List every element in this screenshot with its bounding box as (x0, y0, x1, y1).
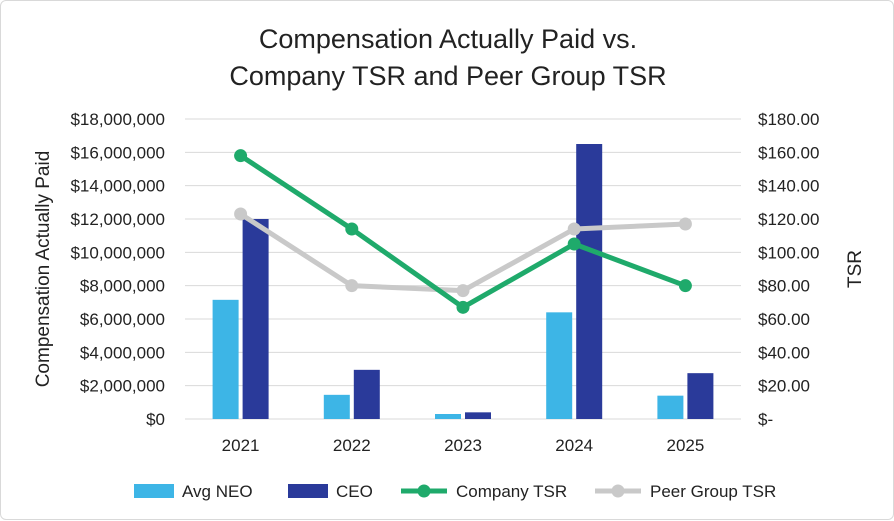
legend-swatch-ceo (288, 484, 328, 498)
legend: Avg NEO CEO Company TSR Peer Group TSR (134, 482, 776, 501)
bar-ceo-2025 (687, 373, 714, 419)
y-tick-label: $12,000,000 (70, 210, 165, 229)
y-tick-label: $16,000,000 (70, 143, 165, 162)
bar-ceo-2022 (353, 369, 380, 419)
y2-tick-label: $20.00 (758, 377, 810, 396)
y2-tick-label: $100.00 (758, 243, 819, 262)
y2-tick-label: $180.00 (758, 110, 819, 129)
y-tick-label: $6,000,000 (80, 310, 165, 329)
x-tick-label: 2025 (666, 436, 704, 455)
point-company-tsr-2022 (345, 222, 359, 236)
bar-ceo-2021 (242, 219, 269, 419)
point-company-tsr-2024 (567, 237, 581, 251)
y-tick-label: $14,000,000 (70, 177, 165, 196)
y-tick-label: $10,000,000 (70, 243, 165, 262)
y2-tick-label: $160.00 (758, 143, 819, 162)
y2-axis-label: TSR (845, 250, 866, 288)
y-tick-label: $4,000,000 (80, 343, 165, 362)
bar-avg-neo-2023 (435, 414, 461, 419)
legend-label-avg-neo: Avg NEO (182, 482, 253, 501)
point-peer-group-tsr-2025 (678, 217, 692, 231)
y2-tick-label: $120.00 (758, 210, 819, 229)
x-tick-label: 2022 (333, 436, 371, 455)
chart-title-line-1: Compensation Actually Paid vs. (259, 24, 637, 54)
x-tick-label: 2024 (555, 436, 593, 455)
legend-label-company-tsr: Company TSR (456, 482, 567, 501)
y-axis-label: Compensation Actually Paid (33, 151, 54, 388)
lines (234, 149, 692, 314)
point-company-tsr-2023 (456, 300, 470, 314)
point-peer-group-tsr-2022 (345, 279, 359, 293)
legend-marker-company-tsr (417, 484, 431, 498)
y-tick-label: $18,000,000 (70, 110, 165, 129)
y2-tick-label: $40.00 (758, 343, 810, 362)
y-tick-label: $0 (146, 410, 165, 429)
y2-tick-label: $- (758, 410, 773, 429)
point-peer-group-tsr-2024 (567, 222, 581, 236)
bar-avg-neo-2025 (657, 395, 684, 419)
y-axis-ticks: $0 $2,000,000 $4,000,000 $6,000,000 $8,000,0… (70, 110, 165, 429)
x-tick-label: 2021 (222, 436, 260, 455)
y-tick-label: $8,000,000 (80, 277, 165, 296)
legend-swatch-avg-neo (134, 484, 174, 498)
y2-tick-label: $140.00 (758, 177, 819, 196)
chart-title-line-2: Company TSR and Peer Group TSR (229, 61, 666, 91)
point-company-tsr-2021 (234, 149, 248, 163)
y2-axis-ticks: $- $20.00 $40.00 $60.00 $80.00 $100.00 $120.00… (758, 110, 819, 429)
bars (212, 144, 714, 419)
bar-avg-neo-2024 (546, 312, 573, 419)
legend-label-ceo: CEO (336, 482, 373, 501)
bar-ceo-2023 (465, 412, 491, 419)
point-peer-group-tsr-2021 (234, 207, 248, 221)
point-peer-group-tsr-2023 (456, 284, 470, 298)
bar-ceo-2024 (576, 144, 603, 419)
bar-avg-neo-2022 (323, 394, 350, 419)
x-tick-label: 2023 (444, 436, 482, 455)
bar-avg-neo-2021 (212, 299, 239, 419)
legend-label-peer-group-tsr: Peer Group TSR (650, 482, 776, 501)
y2-tick-label: $80.00 (758, 277, 810, 296)
y2-tick-label: $60.00 (758, 310, 810, 329)
point-company-tsr-2025 (678, 279, 692, 293)
legend-marker-peer-group-tsr (611, 484, 625, 498)
x-axis-ticks: 2021 2022 2023 2024 2025 (222, 436, 705, 455)
y-tick-label: $2,000,000 (80, 377, 165, 396)
